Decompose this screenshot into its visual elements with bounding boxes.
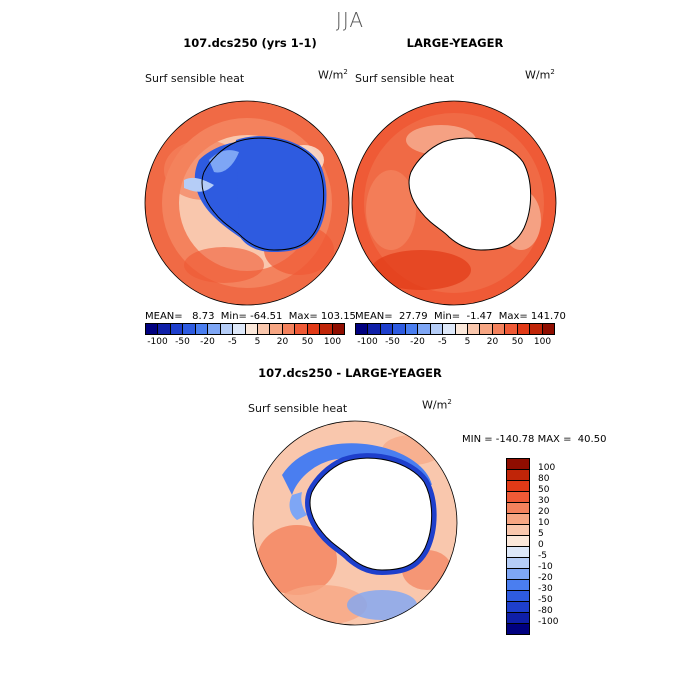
colorbar-swatch <box>505 324 518 334</box>
colorbar-tick-label: -100 <box>147 337 168 347</box>
colorbar-swatch <box>507 514 529 525</box>
colorbar-swatch <box>368 324 381 334</box>
colorbar-swatch <box>480 324 493 334</box>
colorbar-swatch <box>282 324 296 334</box>
colorbar-tick-label: 5 <box>254 337 261 347</box>
colorbar-swatch <box>195 324 209 334</box>
colorbar-swatch <box>530 324 543 334</box>
colorbar-tick-label: -50 <box>538 595 553 605</box>
colorbar-swatch <box>245 324 258 334</box>
colorbar-swatch <box>380 324 394 334</box>
colorbar-tick-label: 20 <box>276 337 289 347</box>
colorbar-swatch <box>507 492 529 503</box>
colorbar-swatch <box>170 324 184 334</box>
colorbar-swatch <box>307 324 321 334</box>
colorbar-tick-label: -50 <box>175 337 190 347</box>
colorbar-tick-label: -100 <box>538 617 559 627</box>
colorbar-swatch <box>467 324 481 334</box>
colorbar-swatch <box>270 324 283 334</box>
colorbar-tick-label: -5 <box>538 551 547 561</box>
colorbar-tick-label: 100 <box>323 337 342 347</box>
colorbar-tick-label: 0 <box>538 540 544 550</box>
panel2-stats: MEAN= 27.79 Min= -1.47 Max= 141.70 <box>355 311 566 322</box>
colorbar-swatch <box>257 324 271 334</box>
colorbar-swatch <box>507 569 529 580</box>
colorbar-swatch <box>146 324 159 334</box>
colorbar-tick-label: -80 <box>538 606 553 616</box>
colorbar-swatch <box>418 324 431 334</box>
colorbar-swatch <box>158 324 171 334</box>
colorbar-swatch <box>507 602 529 613</box>
season-title: JJA <box>335 8 365 32</box>
colorbar-tick-label: -50 <box>385 337 400 347</box>
colorbar-swatch <box>233 324 246 334</box>
colorbar-swatch <box>507 613 529 624</box>
panel2-units: W/m2 <box>525 68 555 82</box>
colorbar-tick-label: -30 <box>538 584 553 594</box>
panel3-map <box>252 420 458 626</box>
colorbar-swatch <box>507 547 529 558</box>
panel2-title: LARGE-YEAGER <box>406 36 504 50</box>
colorbar-swatch <box>507 558 529 569</box>
colorbar-tick-label: -5 <box>228 337 237 347</box>
colorbar-swatch <box>507 624 529 634</box>
colorbar-swatch <box>393 324 406 334</box>
colorbar-swatch <box>208 324 221 334</box>
panel3-units: W/m2 <box>422 398 452 412</box>
panel1-map <box>144 100 350 306</box>
colorbar-tick-label: 80 <box>538 474 550 484</box>
panel1-title: 107.dcs250 (yrs 1-1) <box>183 36 317 50</box>
colorbar-tick-label: -20 <box>410 337 425 347</box>
colorbar-swatch <box>405 324 419 334</box>
colorbar-swatch <box>332 324 344 334</box>
panel3-title: 107.dcs250 - LARGE-YEAGER <box>258 366 442 380</box>
colorbar-swatch <box>507 503 529 514</box>
colorbar-swatch <box>542 324 554 334</box>
colorbar-tick-label: 50 <box>511 337 524 347</box>
colorbar-swatch <box>507 525 529 536</box>
colorbar-tick-label: 5 <box>538 529 544 539</box>
colorbar-tick-label: 20 <box>538 507 550 517</box>
panel3-variable-label: Surf sensible heat <box>248 402 348 415</box>
colorbar-swatch <box>507 481 529 492</box>
panel2-colorbar: -100 -50 -20 -5 5 20 50 100 <box>355 323 555 347</box>
panel3-colorbar <box>506 458 530 635</box>
colorbar-swatch <box>183 324 196 334</box>
colorbar-swatch <box>320 324 333 334</box>
panel1-variable-label: Surf sensible heat <box>145 72 245 85</box>
colorbar-tick-label: 50 <box>301 337 314 347</box>
colorbar-tick-label: -20 <box>538 573 553 583</box>
panel1-colorbar: -100 -50 -20 -5 5 20 50 100 <box>145 323 345 347</box>
colorbar-tick-label: 10 <box>538 518 550 528</box>
colorbar-tick-label: 20 <box>486 337 499 347</box>
panel2-map <box>351 100 557 306</box>
colorbar-swatch <box>356 324 369 334</box>
colorbar-tick-label: -5 <box>438 337 447 347</box>
colorbar-swatch <box>455 324 468 334</box>
colorbar-swatch <box>507 459 529 470</box>
colorbar-swatch <box>507 536 529 547</box>
colorbar-swatch <box>507 591 529 602</box>
colorbar-tick-label: -10 <box>538 562 553 572</box>
panel3-stats: MIN = -140.78 MAX = 40.50 <box>462 434 607 445</box>
colorbar-tick-label: 30 <box>538 496 550 506</box>
colorbar-swatch <box>430 324 444 334</box>
panel2-variable-label: Surf sensible heat <box>355 72 455 85</box>
colorbar-tick-label: -100 <box>357 337 378 347</box>
colorbar-swatch <box>507 470 529 481</box>
colorbar-swatch <box>220 324 234 334</box>
colorbar-swatch <box>507 580 529 591</box>
panel1-units: W/m2 <box>318 68 348 82</box>
colorbar-tick-label: 50 <box>538 485 550 495</box>
colorbar-tick-label: 5 <box>464 337 471 347</box>
colorbar-swatch <box>295 324 308 334</box>
colorbar-swatch <box>517 324 531 334</box>
colorbar-swatch <box>443 324 456 334</box>
panel1-stats: MEAN= 8.73 Min= -64.51 Max= 103.15 <box>145 311 356 322</box>
colorbar-tick-label: 100 <box>538 463 556 473</box>
colorbar-tick-label: -20 <box>200 337 215 347</box>
colorbar-tick-label: 100 <box>533 337 552 347</box>
colorbar-swatch <box>492 324 506 334</box>
